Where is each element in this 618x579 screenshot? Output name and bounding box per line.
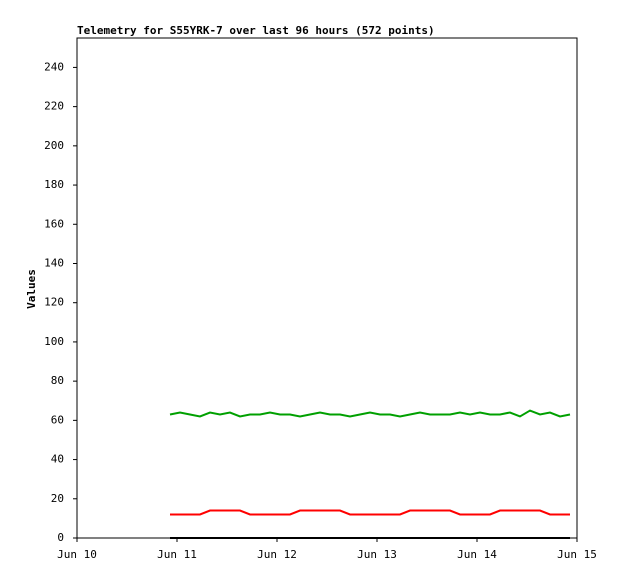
y-tick-label: 220	[44, 100, 64, 113]
y-tick-label: 160	[44, 217, 64, 230]
x-tick-label: Jun 13	[357, 548, 397, 561]
y-tick-label: 80	[51, 374, 64, 387]
data-line	[170, 509, 570, 516]
y-tick-label: 140	[44, 256, 64, 269]
y-tick-label: 100	[44, 335, 64, 348]
data-line	[169, 409, 571, 418]
y-tick-label: 240	[44, 60, 64, 73]
y-tick-label: 200	[44, 139, 64, 152]
x-tick-label: Jun 14	[457, 548, 497, 561]
y-axis-label: Values	[25, 269, 38, 309]
y-tick-label: 0	[57, 531, 64, 544]
x-tick-label: Jun 11	[157, 548, 197, 561]
y-tick-label: 120	[44, 296, 64, 309]
chart-title: Telemetry for S55YRK-7 over last 96 hour…	[77, 24, 435, 37]
x-tick-label: Jun 10	[57, 548, 97, 561]
x-tick-label: Jun 15	[557, 548, 597, 561]
x-tick-label: Jun 12	[257, 548, 297, 561]
y-tick-label: 180	[44, 178, 64, 191]
y-tick-label: 60	[51, 413, 64, 426]
y-tick-label: 40	[51, 453, 64, 466]
y-tick-label: 20	[51, 492, 64, 505]
